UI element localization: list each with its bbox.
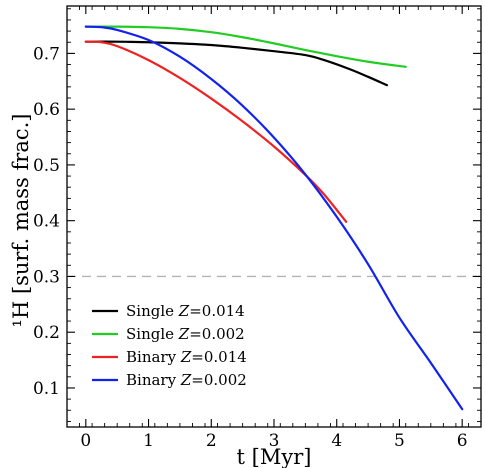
y-tick-label: 0.5	[33, 156, 60, 176]
legend-label-2: Binary Z=0.014	[126, 348, 247, 366]
y-tick-label: 0.6	[33, 100, 60, 120]
series-line-3	[84, 25, 464, 411]
y-tick-label: 0.4	[33, 212, 60, 232]
y-tick-label: 0.1	[33, 379, 60, 399]
x-tick-label: 5	[394, 431, 405, 451]
series-line-0	[84, 40, 389, 87]
ticks-layer: 0 1 2 3 4 5 6 0.1 0.2 0.3 0.4 0.5 0.6 0.7	[33, 6, 482, 451]
series-layer	[84, 25, 464, 411]
series-line-1	[84, 25, 407, 68]
series-line-2	[84, 40, 348, 223]
x-tick-label: 0	[80, 431, 91, 451]
x-tick-label: 1	[143, 431, 154, 451]
y-tick-label: 0.7	[33, 44, 60, 64]
y-tick-label: 0.2	[33, 323, 60, 343]
legend-label-1: Single Z=0.002	[126, 325, 245, 343]
y-axis-title: ¹H [surf. mass frac.]	[9, 114, 33, 328]
x-tick-label: 3	[269, 431, 280, 451]
x-tick-label: 4	[331, 431, 342, 451]
x-axis-title: t [Myr]	[237, 445, 312, 468]
legend: Single Z=0.014 Single Z=0.002 Binary Z=0.0…	[92, 302, 247, 389]
legend-label-0: Single Z=0.014	[126, 302, 245, 320]
y-tick-label: 0.3	[33, 267, 60, 287]
x-tick-label: 2	[206, 431, 217, 451]
x-tick-label: 6	[457, 431, 468, 451]
legend-label-3: Binary Z=0.002	[126, 371, 247, 389]
